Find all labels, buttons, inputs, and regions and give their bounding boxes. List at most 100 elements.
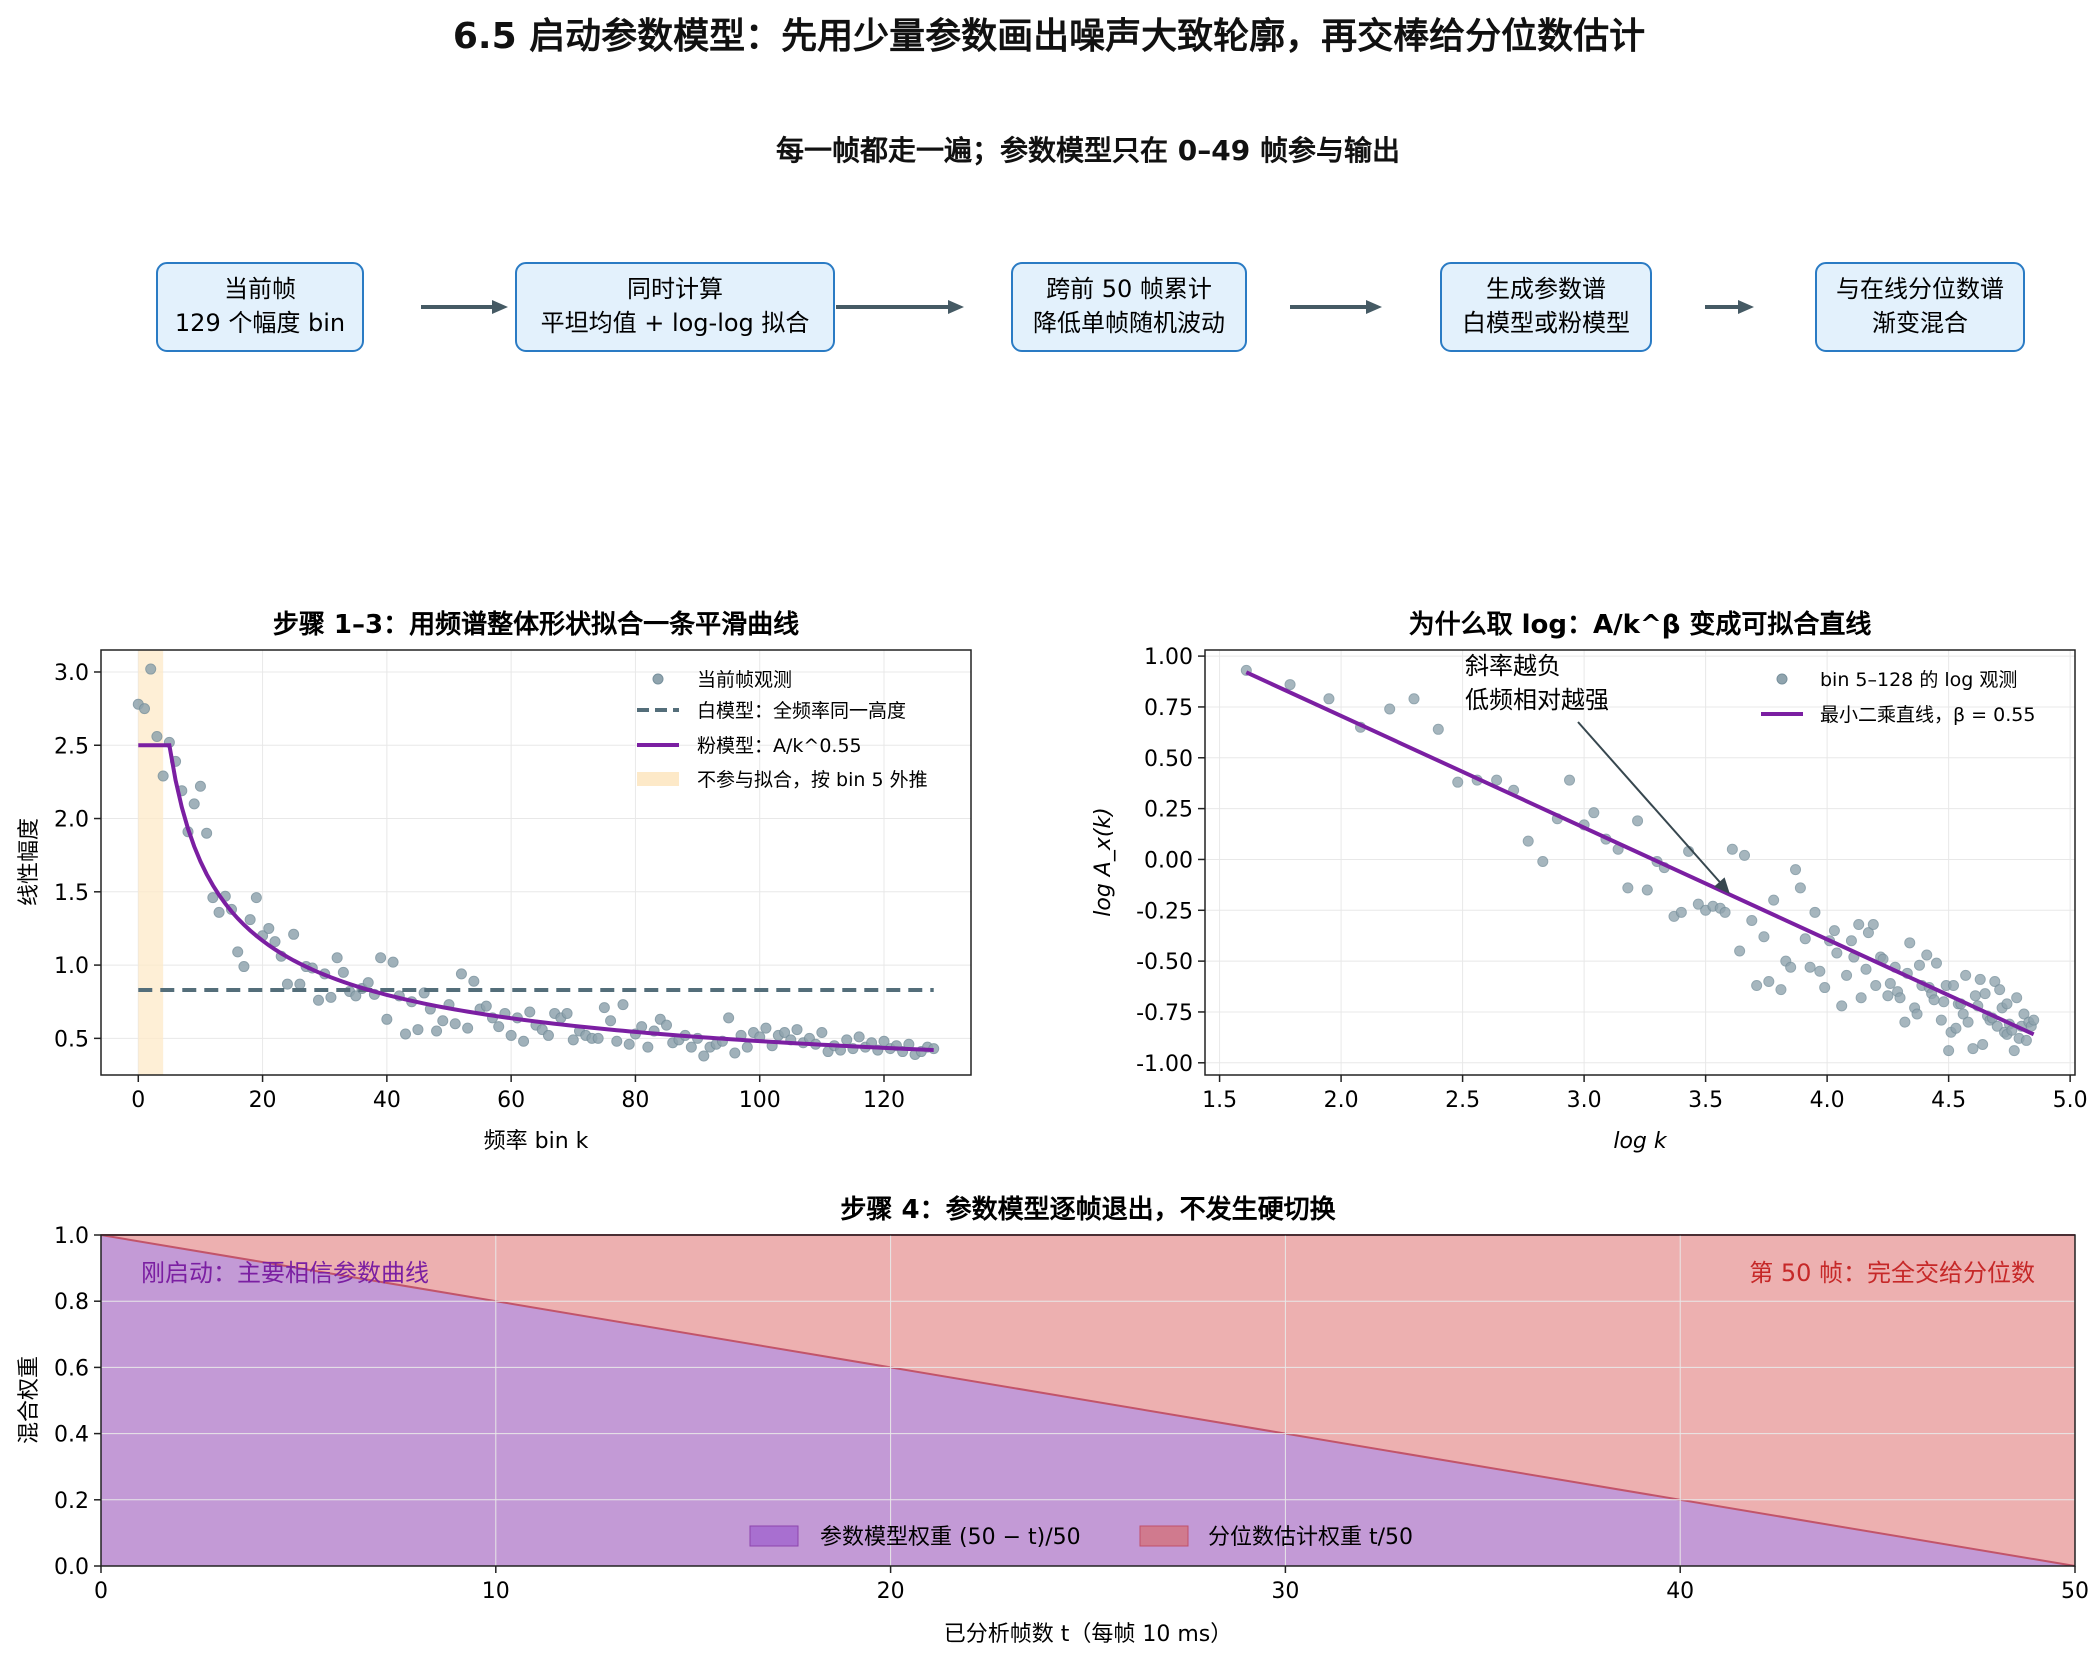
x-tick-label: 2.0 [1324,1088,1359,1113]
observation-point [1632,815,1644,827]
observation-point [1785,961,1797,973]
observation-point [1860,963,1872,975]
observation-point [1794,882,1806,894]
y-axis-label: 线性幅度 [17,818,42,906]
y-tick-label: 0.0 [54,1555,89,1580]
observation-point [431,1025,443,1037]
observation-point [294,978,306,990]
observation-point [623,1038,635,1050]
observation-point [567,1034,579,1046]
observation-point [188,798,200,810]
observation-point [1845,935,1857,947]
flow-box-line2: 平坦均值 + log-log 拟合 [541,309,810,337]
annotation-line: 低频相对越强 [1465,686,1609,714]
observation-point [1799,933,1811,945]
observation-point [1828,925,1840,937]
observation-point [1641,884,1653,896]
observation-points [1240,664,2040,1057]
observation-point [1989,975,2001,987]
observation-point [1967,1043,1979,1055]
observation-point [250,892,262,904]
observation-point [1814,965,1826,977]
observation-point [841,1034,853,1046]
observation-point [1804,961,1816,973]
flow-box-blend: 与在线分位数谱 渐变混合 [1815,262,2025,352]
observation-point [387,956,399,968]
observation-point [1831,947,1843,959]
chart-blend-weights: 步骤 4：参数模型逐帧退出，不发生硬切换 0 10 20 30 40 50 0.0 0.2 0.… [17,1194,2089,1647]
observation-point [698,1050,710,1062]
flow-box-line1: 当前帧 [224,275,296,303]
x-tick-label: 120 [863,1088,905,1113]
axis-ticks: 1.5 2.0 2.5 3.0 3.5 4.0 4.5 5.0 -1.00 -0.75 -0.50 -… [1136,645,2088,1113]
y-tick-label: -0.25 [1136,899,1193,924]
legend-label: 参数模型权重 (50 − t)/50 [820,1525,1081,1550]
legend-marker-observation [1776,673,1788,685]
flow-box-line2: 129 个幅度 bin [175,309,345,337]
legend: 参数模型权重 (50 − t)/50 分位数估计权重 t/50 [749,1525,1413,1550]
observation-point [524,1006,536,1018]
observation-point [281,978,293,990]
observation-point [685,1041,697,1053]
y-tick-label: -1.00 [1136,1052,1193,1077]
observation-point [1977,1038,1989,1050]
observation-point [232,946,244,958]
x-axis-label: 频率 bin k [484,1129,589,1154]
observation-point [592,1032,604,1044]
grid [101,650,971,1075]
x-axis-label: 已分析帧数 t（每帧 10 ms） [944,1622,1233,1647]
flow-arrow [1290,300,1382,314]
flow-box-line2: 白模型或粉模型 [1462,309,1630,337]
legend-marker-quantile-weight [1139,1525,1189,1547]
legend-marker-param-weight [749,1525,799,1547]
observation-point [400,1028,411,1040]
observation-point [505,1029,517,1041]
annotation-arrow [1577,721,1727,890]
legend-label: 粉模型：A/k^0.55 [697,735,862,757]
observation-point [1751,980,1763,992]
observation-point [1452,776,1464,788]
fit-line-segment [1245,670,2035,1037]
chart-title: 步骤 1–3：用频谱整体形状拟合一条平滑曲线 [273,609,799,640]
legend-label: 白模型：全频率同一高度 [697,700,906,722]
observation-point [561,1007,573,1019]
observation-point [325,991,337,1003]
y-tick-label: 0.6 [54,1356,89,1381]
observation-point [1692,898,1704,910]
observation-point [381,1013,393,1025]
observation-point [1938,996,1950,1008]
observation-point [1432,723,1444,735]
excluded-band-rect [138,650,164,1075]
observation-point [1862,927,1874,939]
observation-point [779,1027,791,1038]
x-axis-label: log k [1613,1129,1668,1154]
observation-point [331,952,343,964]
x-tick-label: 3.5 [1688,1088,1723,1113]
y-axis-label: log A_x(k) [1091,807,1116,917]
y-tick-label: 2.5 [54,734,89,759]
flow-arrow [1705,300,1754,314]
legend-label: bin 5–128 的 log 观测 [1820,669,2017,691]
axis-ticks: 0 20 40 60 80 100 120 0.5 1.0 1.5 2.0 2.5 3.0 [54,661,905,1113]
flow-box-line1: 与在线分位数谱 [1836,275,2004,303]
legend-marker-excluded-band [637,772,679,786]
observation-point [1775,984,1787,996]
observation-point [1564,774,1576,786]
plot-frame [100,649,972,1076]
y-tick-label: 0.75 [1144,696,1193,721]
legend-label: 最小二乘直线，β = 0.55 [1820,704,2035,726]
observation-point [1950,1022,1962,1034]
y-tick-label: 0.4 [54,1423,89,1448]
observation-point [1935,1014,1947,1026]
observation-point [598,1002,610,1014]
observation-point [1819,982,1831,994]
x-tick-label: 3.0 [1567,1088,1602,1113]
flow-box-compute: 同时计算 平坦均值 + log-log 拟合 [515,262,835,352]
observation-point [362,977,374,989]
observation-point [1746,914,1758,926]
observation-point [493,1021,505,1033]
observation-point [791,1024,803,1036]
observation-point [1884,977,1896,989]
observation-point [760,1022,772,1034]
chart-title: 步骤 4：参数模型逐帧退出，不发生硬切换 [840,1194,1336,1225]
